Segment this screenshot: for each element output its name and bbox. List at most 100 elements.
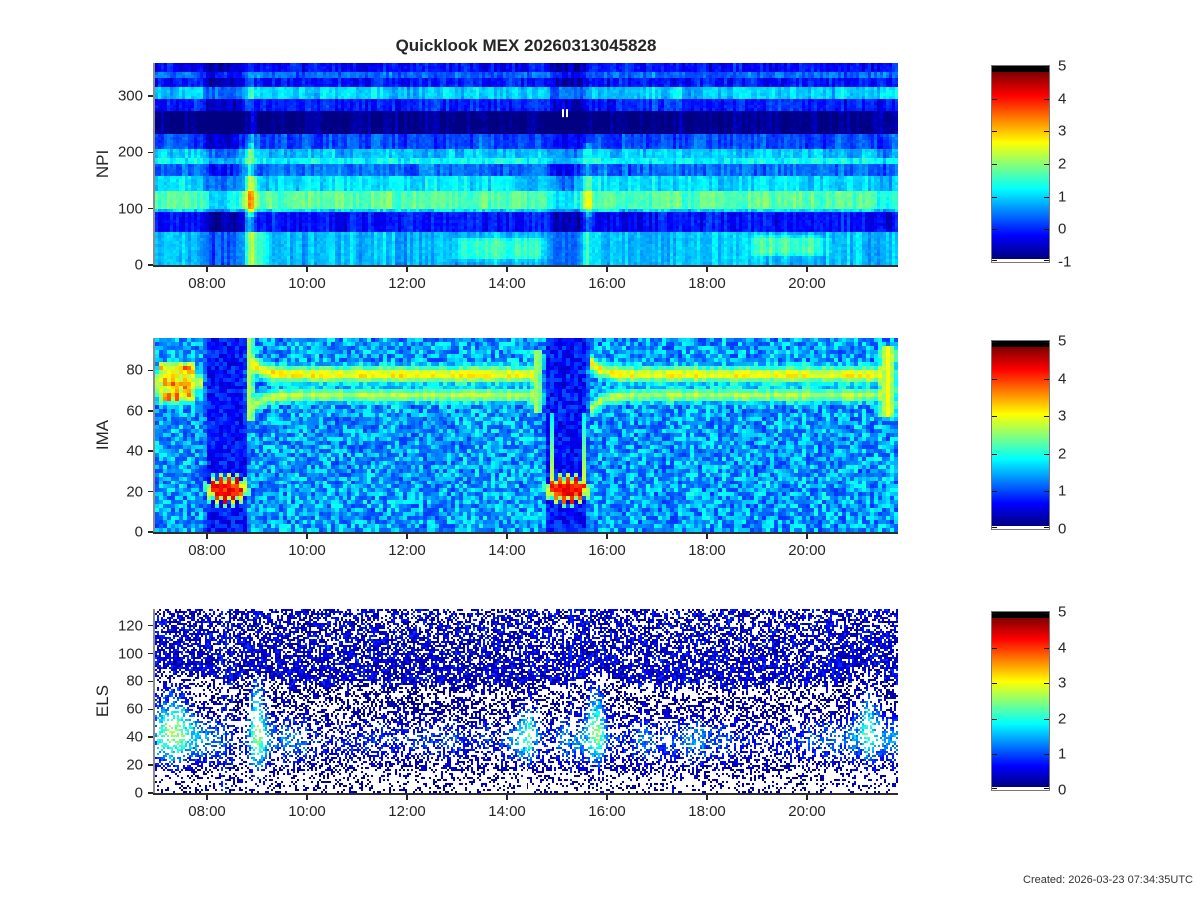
y-tick-mark — [148, 264, 153, 266]
created-timestamp: Created: 2026-03-23 07:34:35UTC — [1023, 874, 1193, 886]
colorbar-tick-label: 4 — [1058, 90, 1067, 108]
colorbar-border — [991, 340, 1050, 530]
y-tick-mark — [148, 680, 153, 683]
x-tick-mark — [606, 534, 608, 539]
x-axis-line — [153, 793, 898, 795]
x-tick-mark — [806, 795, 808, 800]
x-tick-mark — [306, 534, 308, 539]
x-tick-label: 20:00 — [788, 275, 826, 292]
colorbar-tick-label: 4 — [1058, 639, 1067, 657]
colorbar-border — [991, 65, 1050, 263]
colorbar-tick-label: 5 — [1058, 332, 1067, 350]
colorbar — [992, 66, 1049, 262]
x-tick-mark — [206, 534, 208, 539]
y-tick-mark — [148, 652, 153, 655]
x-tick-mark — [806, 534, 808, 539]
x-tick-mark — [706, 795, 708, 800]
colorbar-tick-label: 1 — [1058, 188, 1067, 206]
y-axis-line — [153, 338, 155, 532]
y-tick-label: 0 — [134, 523, 143, 541]
x-tick-mark — [806, 267, 808, 272]
x-tick-mark — [306, 795, 308, 800]
x-tick-mark — [606, 795, 608, 800]
x-tick-label: 08:00 — [188, 275, 226, 292]
y-tick-label: 60 — [126, 700, 143, 718]
x-tick-label: 08:00 — [188, 542, 226, 559]
y-tick-mark — [148, 708, 153, 711]
y-tick-mark — [148, 764, 153, 766]
x-tick-mark — [506, 795, 508, 800]
y-tick-label: 120 — [117, 617, 143, 635]
y-tick-mark — [148, 624, 153, 627]
x-tick-label: 14:00 — [488, 275, 526, 292]
colorbar-tick-label: 5 — [1058, 57, 1067, 75]
colorbar-tick-label: 5 — [1058, 603, 1067, 621]
spectrogram-ima — [155, 338, 898, 532]
y-tick-label: 80 — [126, 672, 143, 690]
x-tick-label: 10:00 — [288, 803, 326, 820]
y-tick-label: 60 — [126, 402, 143, 420]
x-tick-mark — [306, 267, 308, 272]
colorbar-tick-label: 3 — [1058, 674, 1067, 692]
colorbar-tick-label: 1 — [1058, 745, 1067, 763]
colorbar-tick-label: -1 — [1058, 253, 1072, 271]
y-tick-label: 0 — [134, 256, 143, 274]
x-tick-mark — [506, 267, 508, 272]
colorbar-tick-label: 0 — [1058, 781, 1067, 799]
y-tick-label: 300 — [117, 87, 143, 105]
x-tick-label: 14:00 — [488, 542, 526, 559]
x-tick-label: 10:00 — [288, 542, 326, 559]
y-tick-mark — [148, 531, 153, 533]
x-tick-label: 08:00 — [188, 803, 226, 820]
colorbar-tick-label: 2 — [1058, 155, 1067, 173]
x-tick-mark — [206, 795, 208, 800]
x-tick-label: 18:00 — [688, 275, 726, 292]
colorbar-tick-label: 1 — [1058, 482, 1067, 500]
y-tick-mark — [148, 792, 153, 794]
x-tick-mark — [406, 534, 408, 539]
x-axis-line — [153, 265, 898, 267]
y-tick-label: 0 — [134, 784, 143, 802]
spectrogram-els — [155, 609, 898, 793]
x-tick-label: 20:00 — [788, 542, 826, 559]
x-tick-label: 12:00 — [388, 275, 426, 292]
y-tick-label: 20 — [126, 756, 143, 774]
x-tick-mark — [606, 267, 608, 272]
colorbar — [992, 612, 1049, 790]
y-tick-mark — [148, 736, 153, 738]
x-tick-mark — [706, 534, 708, 539]
colorbar — [992, 341, 1049, 529]
x-tick-label: 16:00 — [588, 542, 626, 559]
x-tick-label: 16:00 — [588, 803, 626, 820]
colorbar-tick-label: 0 — [1058, 520, 1067, 538]
y-tick-mark — [148, 95, 153, 97]
y-tick-label: 100 — [117, 645, 143, 663]
colorbar-tick-label: 3 — [1058, 407, 1067, 425]
y-tick-label: 40 — [126, 442, 143, 460]
y-tick-mark — [148, 207, 153, 210]
x-tick-mark — [406, 795, 408, 800]
y-tick-mark — [148, 410, 153, 412]
x-tick-label: 18:00 — [688, 803, 726, 820]
x-tick-label: 18:00 — [688, 542, 726, 559]
chart-title: Quicklook MEX 20260313045828 — [395, 36, 657, 55]
x-axis-line — [153, 532, 898, 534]
colorbar-border — [991, 611, 1050, 791]
x-tick-label: 12:00 — [388, 803, 426, 820]
colorbar-tick-label: 2 — [1058, 710, 1067, 728]
y-tick-label: 100 — [117, 200, 143, 218]
x-tick-mark — [706, 267, 708, 272]
y-tick-mark — [148, 151, 153, 154]
colorbar-tick-label: 2 — [1058, 445, 1067, 463]
y-tick-label: 40 — [126, 728, 143, 746]
y-tick-mark — [148, 450, 153, 452]
spectrogram-npi — [155, 63, 898, 265]
y-tick-label: 200 — [117, 143, 143, 161]
x-tick-mark — [506, 534, 508, 539]
x-tick-mark — [406, 267, 408, 272]
x-tick-label: 14:00 — [488, 803, 526, 820]
x-tick-label: 20:00 — [788, 803, 826, 820]
y-tick-label: 20 — [126, 483, 143, 501]
colorbar-tick-label: 3 — [1058, 122, 1067, 140]
